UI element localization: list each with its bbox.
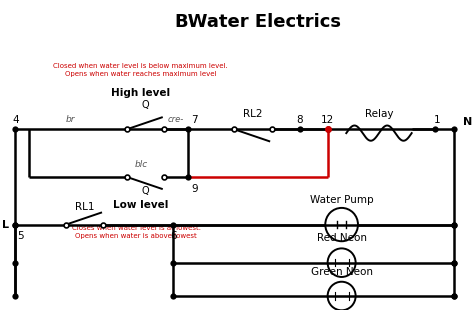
Text: 5: 5 [17,231,24,241]
Text: br: br [66,115,75,124]
Text: 7: 7 [191,115,198,125]
Text: Relay: Relay [365,109,393,119]
Text: Water Pump: Water Pump [310,195,374,205]
Text: Closed when water level is below maximum level.
Opens when water reaches maximum: Closed when water level is below maximum… [54,63,228,77]
Text: 6: 6 [170,231,177,241]
Text: High level: High level [111,88,170,98]
Text: Red Neon: Red Neon [317,233,366,243]
Text: Q: Q [142,100,149,110]
Text: Closes when water level is at lowest.
Opens when water is above lowest: Closes when water level is at lowest. Op… [72,225,201,239]
Text: N: N [463,117,472,127]
Text: blc: blc [134,160,147,169]
Text: 8: 8 [296,115,303,125]
Text: Q: Q [142,186,149,196]
Text: Low level: Low level [113,200,168,210]
Text: RL2: RL2 [243,109,263,119]
Text: cre-: cre- [168,115,184,124]
Text: Green Neon: Green Neon [310,267,373,276]
Text: RL1: RL1 [75,202,94,212]
Text: 1: 1 [434,115,441,125]
Text: 4: 4 [12,115,19,125]
Text: 9: 9 [191,184,198,194]
Text: L: L [1,220,9,230]
Text: BWater Electrics: BWater Electrics [174,13,340,31]
Text: 12: 12 [321,115,334,125]
